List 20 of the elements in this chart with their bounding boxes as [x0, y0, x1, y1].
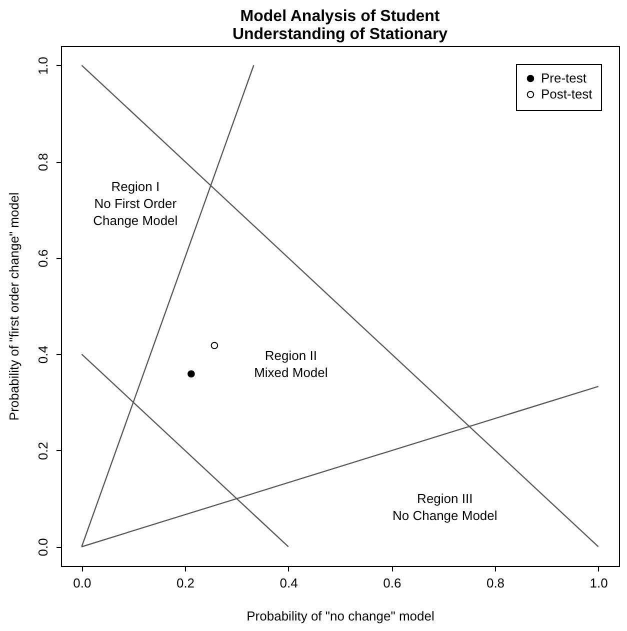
y-tick-label: 0.4 — [36, 346, 50, 364]
x-tick-label: 0.2 — [176, 576, 195, 590]
x-tick-label: 0.0 — [73, 576, 92, 590]
x-axis-title: Probability of "no change" model — [246, 608, 434, 624]
y-tick-label: 1.0 — [36, 56, 50, 75]
y-axis-title: Probability of "first order change" model — [6, 192, 22, 421]
x-tick-label: 0.6 — [383, 576, 402, 590]
annotation: Region I No First Order Change Model — [93, 179, 178, 228]
annotation: Region II Mixed Model — [254, 348, 328, 380]
x-tick-label: 0.4 — [280, 576, 298, 590]
chart-title: Model Analysis of Student Understanding of Stationary — [232, 8, 448, 43]
y-tick-label: 0.6 — [36, 249, 50, 268]
legend-label: Post-test — [541, 86, 593, 102]
legend-label: Pre-test — [541, 70, 587, 86]
x-tick-label: 1.0 — [590, 576, 608, 590]
annotation: Region III No Change Model — [392, 491, 498, 524]
y-tick-label: 0.0 — [36, 538, 50, 556]
x-tick-label: 0.8 — [486, 576, 505, 590]
y-tick-label: 0.2 — [36, 442, 50, 460]
y-tick-label: 0.8 — [36, 153, 50, 172]
